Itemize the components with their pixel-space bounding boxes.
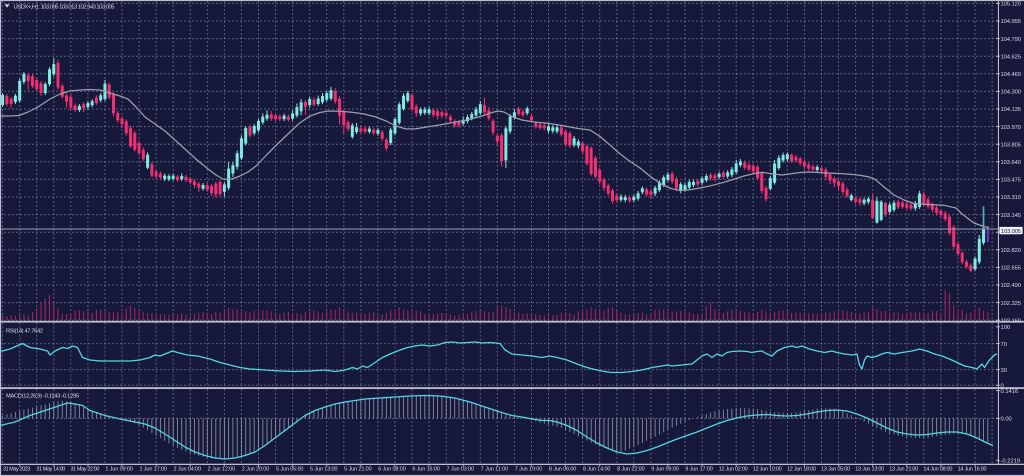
- svg-text:12 Jun 18:00: 12 Jun 18:00: [787, 467, 816, 473]
- svg-text:0: 0: [1001, 383, 1004, 389]
- svg-text:14 Jun 08:00: 14 Jun 08:00: [923, 467, 952, 473]
- svg-text:USDX+,H1: 103.005 103.013 102.: USDX+,H1: 103.005 103.013 102.943 103.00…: [14, 5, 116, 11]
- svg-text:2 Jun 04:00: 2 Jun 04:00: [174, 467, 202, 473]
- svg-text:104.460: 104.460: [1001, 72, 1022, 78]
- svg-text:6 Jun 08:00: 6 Jun 08:00: [378, 467, 406, 473]
- svg-text:103.310: 103.310: [1001, 195, 1022, 201]
- svg-text:102.655: 102.655: [1001, 266, 1022, 272]
- svg-text:9 Jun 17:00: 9 Jun 17:00: [685, 467, 713, 473]
- svg-text:13 Jun 13:00: 13 Jun 13:00: [855, 467, 884, 473]
- svg-text:103.970: 103.970: [1001, 125, 1022, 131]
- svg-text:12 Jun 02:00: 12 Jun 02:00: [719, 467, 748, 473]
- svg-text:105.120: 105.120: [1001, 2, 1022, 8]
- svg-text:5 Jun 21:00: 5 Jun 21:00: [344, 467, 372, 473]
- svg-text:1 Jun 17:00: 1 Jun 17:00: [139, 467, 167, 473]
- svg-text:2 Jun 12:00: 2 Jun 12:00: [208, 467, 236, 473]
- svg-text:8 Jun 22:00: 8 Jun 22:00: [617, 467, 645, 473]
- svg-text:103.145: 103.145: [1001, 213, 1022, 219]
- svg-text:7 Jun 03:00: 7 Jun 03:00: [447, 467, 475, 473]
- svg-text:2 Jun 20:00: 2 Jun 20:00: [242, 467, 270, 473]
- svg-text:-0.2219: -0.2219: [1001, 459, 1021, 465]
- svg-text:102.325: 102.325: [1001, 301, 1022, 307]
- svg-text:104.955: 104.955: [1001, 19, 1022, 25]
- svg-text:0.00: 0.00: [1001, 417, 1012, 423]
- svg-text:30: 30: [1001, 368, 1007, 374]
- svg-text:5 Jun 13:00: 5 Jun 13:00: [310, 467, 338, 473]
- svg-text:104.790: 104.790: [1001, 37, 1022, 43]
- svg-text:31 May 2023: 31 May 2023: [3, 467, 31, 473]
- svg-text:103.005: 103.005: [1001, 229, 1021, 235]
- svg-text:9 Jun 09:00: 9 Jun 09:00: [651, 467, 679, 473]
- svg-text:103.805: 103.805: [1001, 142, 1022, 148]
- svg-text:100: 100: [1001, 325, 1011, 331]
- svg-text:102.490: 102.490: [1001, 283, 1022, 289]
- svg-text:104.300: 104.300: [1001, 90, 1022, 96]
- svg-text:103.640: 103.640: [1001, 160, 1022, 166]
- svg-text:102.160: 102.160: [1001, 318, 1022, 324]
- svg-text:1 Jun 09:00: 1 Jun 09:00: [105, 467, 133, 473]
- svg-text:0.1416: 0.1416: [1001, 389, 1019, 395]
- svg-text:104.135: 104.135: [1001, 107, 1022, 113]
- svg-text:12 Jun 10:00: 12 Jun 10:00: [753, 467, 782, 473]
- svg-text:RSI(14) 47.7642: RSI(14) 47.7642: [6, 328, 43, 334]
- svg-text:7 Jun 19:00: 7 Jun 19:00: [515, 467, 543, 473]
- svg-text:6 Jun 16:00: 6 Jun 16:00: [412, 467, 440, 473]
- svg-text:8 Jun 06:00: 8 Jun 06:00: [549, 467, 577, 473]
- svg-text:70: 70: [1001, 342, 1007, 348]
- svg-text:7 Jun 11:00: 7 Jun 11:00: [481, 467, 509, 473]
- svg-text:8 Jun 14:00: 8 Jun 14:00: [583, 467, 611, 473]
- svg-text:31 May 22:00: 31 May 22:00: [70, 467, 99, 473]
- svg-text:13 Jun 21:00: 13 Jun 21:00: [889, 467, 918, 473]
- svg-text:MACD(12,26,9) -0.1143 -0.1295: MACD(12,26,9) -0.1143 -0.1295: [6, 393, 79, 399]
- svg-text:31 May 14:00: 31 May 14:00: [36, 467, 65, 473]
- svg-text:5 Jun 05:00: 5 Jun 05:00: [276, 467, 304, 473]
- svg-text:13 Jun 05:00: 13 Jun 05:00: [821, 467, 850, 473]
- svg-text:102.820: 102.820: [1001, 248, 1022, 254]
- svg-text:103.475: 103.475: [1001, 178, 1022, 184]
- svg-text:14 Jun 16:00: 14 Jun 16:00: [958, 467, 987, 473]
- svg-text:104.625: 104.625: [1001, 54, 1022, 60]
